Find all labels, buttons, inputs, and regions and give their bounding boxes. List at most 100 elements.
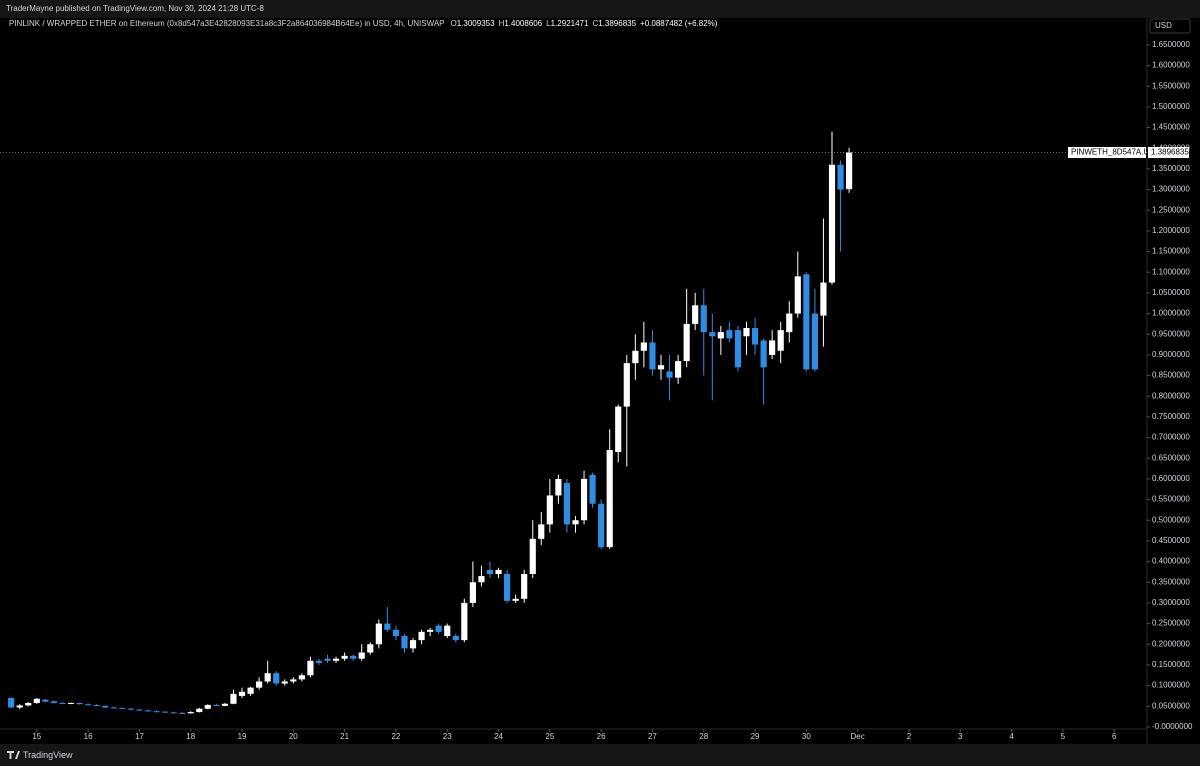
y-tick-label: 0.6500000 [1152,453,1190,462]
candle-body [538,524,545,539]
candle-body [332,658,340,661]
candle [50,700,57,704]
candle [640,321,647,368]
candle [521,569,528,603]
candle [461,598,468,643]
candle-body [42,699,49,702]
currency-box[interactable] [1149,18,1191,34]
candle-body [452,635,459,641]
candle-body [512,598,519,601]
price-axis [1147,18,1200,744]
x-tick-label: 2 [907,732,912,741]
change-value: +0.0887482 (+6.82%) [640,19,718,28]
y-tick-label: 0.7000000 [1152,433,1190,442]
candle-body [675,361,682,378]
candle [589,472,596,508]
y-tick-label: 1.6500000 [1152,40,1190,49]
candle-body [119,707,126,709]
y-tick-label: 1.1500000 [1152,247,1190,256]
candle [751,317,759,355]
candle-body [170,712,177,714]
candle-body [521,573,528,599]
candle-body [572,520,579,525]
candle-body [324,658,331,661]
candle-body [298,675,305,680]
candle [256,677,263,690]
candle [110,706,117,709]
candle [743,321,750,355]
legend: PINLINK / WRAPPED ETHER on Ethereum (0x8… [9,19,718,28]
candle-body [367,644,374,653]
candle [828,131,836,285]
candle [119,707,126,710]
x-tick-label: 23 [443,732,452,741]
candle [102,705,109,708]
candle [692,292,699,331]
x-tick-label: Dec [851,732,865,741]
candle-body [615,406,622,453]
currency-label[interactable]: USD [1155,21,1172,30]
candle [298,673,305,682]
candle [409,638,417,653]
price-tag-value: 1.3896835 [1151,148,1189,157]
candle-body [820,282,827,316]
ohlc-key: O [451,19,457,28]
x-tick-label: 22 [391,732,400,741]
x-tick-label: 5 [1061,732,1066,741]
candle [367,642,374,655]
candle [358,644,365,661]
candle [290,677,297,684]
candle [803,272,810,372]
y-tick-label: 1.1000000 [1152,267,1190,276]
candle-body [478,576,485,583]
x-tick-label: 28 [699,732,708,741]
candle-body [256,681,263,688]
candle [324,654,331,663]
top-bar [0,0,1200,18]
candle [427,627,434,636]
candle [187,711,194,714]
candle-body [657,365,665,370]
candle-body [623,363,630,407]
x-tick-label: 29 [751,732,760,741]
candle-body [734,330,742,368]
candle-body [563,483,571,525]
ohlc-value: 1.4008606 [504,19,542,28]
candle-body [204,705,211,709]
x-tick-label: 16 [84,732,93,741]
x-tick-label: 6 [1112,732,1117,741]
candle [375,619,382,649]
candle-body [375,623,382,645]
y-tick-label: 1.2000000 [1152,226,1190,235]
candle-body [247,687,254,694]
y-tick-label: 0.5000000 [1152,515,1190,524]
candle-body [846,152,853,190]
candle [384,607,391,632]
candle-body [743,328,750,337]
candle-body [786,313,793,333]
candle-body [546,495,553,525]
x-tick-label: 4 [1009,732,1014,741]
candle [572,516,579,533]
candle [529,520,536,579]
candle-body [153,711,160,713]
candle-body [589,474,596,504]
y-tick-label: -0.0000000 [1152,722,1193,731]
x-tick-label: 27 [648,732,657,741]
candle [717,325,724,355]
price-tag-name: PINWETH_8D547A.USD [1071,148,1161,157]
y-tick-label: 0.4500000 [1152,536,1190,545]
y-tick-label: 0.2500000 [1152,619,1190,628]
candle [666,354,673,401]
candle [179,712,186,714]
price-tag-box [1068,146,1146,158]
candle [478,565,485,587]
y-tick-label: 1.6000000 [1152,61,1190,70]
candle-body [777,330,784,351]
candle [811,288,819,372]
candle-body [726,330,733,339]
candle [350,654,357,661]
candle-body [179,712,186,714]
price-tag-value-box [1148,146,1189,158]
